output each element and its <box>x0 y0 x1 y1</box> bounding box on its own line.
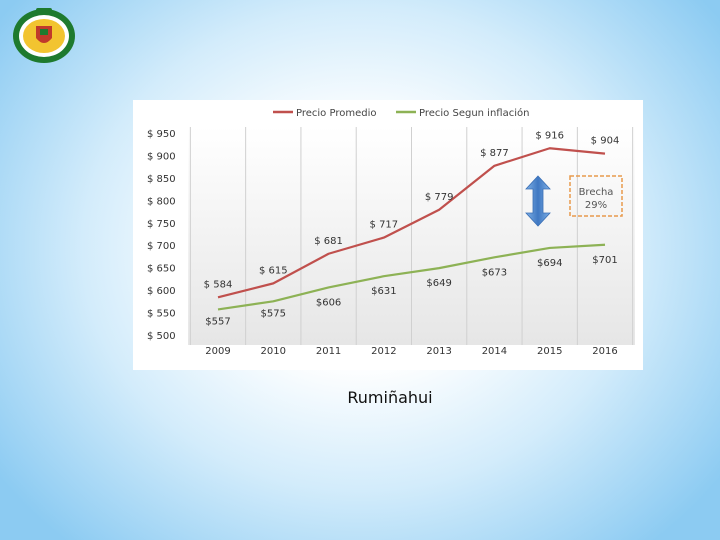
data-label: $ 717 <box>370 220 399 231</box>
y-tick-label: $ 900 <box>147 151 176 162</box>
y-tick-label: $ 750 <box>147 219 176 230</box>
y-tick-label: $ 500 <box>147 331 176 342</box>
data-label: $694 <box>537 258 562 269</box>
y-tick-label: $ 800 <box>147 196 176 207</box>
x-tick-label: 2014 <box>482 346 507 357</box>
data-label: $ 681 <box>314 236 343 247</box>
x-tick-label: 2015 <box>537 346 562 357</box>
annotation-label: Brecha <box>579 187 614 198</box>
data-label: $575 <box>261 308 286 319</box>
up-down-arrow-icon <box>525 175 551 227</box>
x-tick-label: 2009 <box>205 346 230 357</box>
legend-label: Precio Segun inflación <box>419 107 529 119</box>
annotation-box <box>569 175 623 217</box>
x-tick-label: 2013 <box>426 346 451 357</box>
x-tick-label: 2016 <box>592 346 617 357</box>
data-label: $ 877 <box>480 148 509 159</box>
legend-label: Precio Promedio <box>296 108 376 119</box>
data-label: $ 615 <box>259 265 288 276</box>
data-label: $649 <box>426 278 451 289</box>
data-label: $631 <box>371 286 396 297</box>
y-tick-label: $ 650 <box>147 264 176 275</box>
data-label: $673 <box>482 267 507 278</box>
data-label: $ 904 <box>591 136 620 147</box>
chart-container: $ 950 $ 900 $ 850 $ 800 $ 750 $ 700 $ 650 $ 600… <box>133 100 643 370</box>
slide-caption: Rumiñahui <box>347 388 433 407</box>
series-line <box>217 243 606 311</box>
y-tick-label: $ 850 <box>147 174 176 185</box>
data-label: $701 <box>592 255 617 266</box>
x-tick-label: 2012 <box>371 346 396 357</box>
x-tick-label: 2010 <box>261 346 286 357</box>
line-chart: $ 950 $ 900 $ 850 $ 800 $ 750 $ 700 $ 650 $ 600… <box>147 107 635 357</box>
y-tick-label: $ 950 <box>147 129 176 140</box>
data-label: $ 779 <box>425 192 454 203</box>
annotation-value: 29% <box>585 200 607 211</box>
data-label: $ 584 <box>204 279 233 290</box>
series-line <box>217 147 606 299</box>
y-tick-label: $ 550 <box>147 309 176 320</box>
university-seal-icon <box>13 8 75 63</box>
data-label: $606 <box>316 297 341 308</box>
y-tick-label: $ 700 <box>147 241 176 252</box>
data-label: $557 <box>205 316 230 327</box>
y-tick-label: $ 600 <box>147 286 176 297</box>
x-tick-label: 2011 <box>316 346 341 357</box>
data-label: $ 916 <box>535 130 564 141</box>
university-logo <box>10 4 78 64</box>
